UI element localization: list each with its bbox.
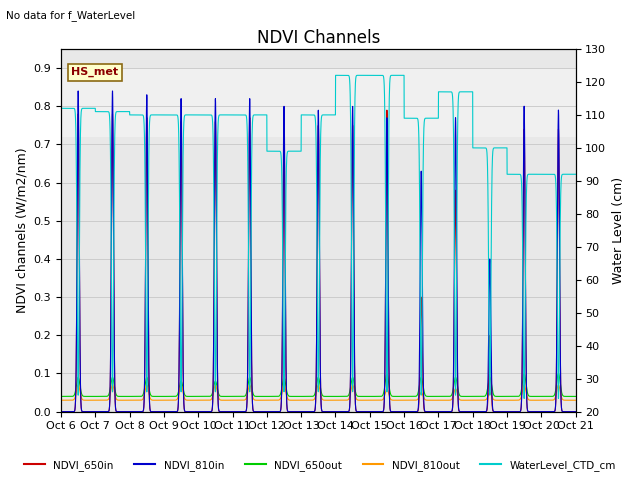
WaterLevel_CTD_cm <box>555 396 563 401</box>
NDVI_810in <box>462 409 470 415</box>
NDVI_650in <box>435 409 442 415</box>
NDVI_650in <box>572 409 579 415</box>
NDVI_810out <box>570 397 578 403</box>
NDVI_810out <box>74 382 82 388</box>
NDVI_650in <box>383 107 391 113</box>
NDVI_650out <box>162 394 170 399</box>
NDVI_810out <box>162 397 170 403</box>
Y-axis label: NDVI channels (W/m2/nm): NDVI channels (W/m2/nm) <box>15 147 28 313</box>
NDVI_650in <box>570 409 578 415</box>
NDVI_650out <box>570 394 578 399</box>
Line: NDVI_810out: NDVI_810out <box>61 385 575 400</box>
NDVI_810in <box>250 408 257 414</box>
Text: No data for f_WaterLevel: No data for f_WaterLevel <box>6 10 136 21</box>
NDVI_810in <box>74 88 82 94</box>
WaterLevel_CTD_cm <box>332 72 339 78</box>
Line: WaterLevel_CTD_cm: WaterLevel_CTD_cm <box>61 75 575 398</box>
Legend: NDVI_650in, NDVI_810in, NDVI_650out, NDVI_810out, WaterLevel_CTD_cm: NDVI_650in, NDVI_810in, NDVI_650out, NDV… <box>20 456 620 475</box>
NDVI_650in <box>250 408 257 414</box>
NDVI_650out <box>57 394 65 399</box>
NDVI_810in <box>572 409 579 415</box>
Line: NDVI_810in: NDVI_810in <box>61 91 575 412</box>
Line: NDVI_650out: NDVI_650out <box>61 373 575 396</box>
NDVI_650out <box>572 394 579 399</box>
WaterLevel_CTD_cm <box>250 112 257 118</box>
NDVI_650out <box>167 394 175 399</box>
NDVI_650in <box>389 409 397 415</box>
NDVI_650out <box>462 394 470 399</box>
WaterLevel_CTD_cm <box>570 171 578 177</box>
NDVI_810out <box>462 397 470 403</box>
NDVI_810in <box>167 409 175 415</box>
NDVI_810in <box>389 409 397 415</box>
Line: NDVI_650in: NDVI_650in <box>61 110 575 412</box>
WaterLevel_CTD_cm <box>462 89 470 95</box>
Y-axis label: Water Level (cm): Water Level (cm) <box>612 177 625 284</box>
NDVI_810in <box>570 409 578 415</box>
NDVI_810out <box>250 396 257 402</box>
NDVI_650in <box>162 409 170 415</box>
NDVI_810out <box>57 397 65 403</box>
WaterLevel_CTD_cm <box>389 72 397 78</box>
NDVI_810out <box>389 397 397 403</box>
NDVI_650in <box>462 409 470 415</box>
NDVI_810in <box>57 409 65 415</box>
NDVI_650in <box>57 409 65 415</box>
NDVI_810out <box>572 397 579 403</box>
Title: NDVI Channels: NDVI Channels <box>257 29 380 48</box>
NDVI_810out <box>167 397 175 403</box>
NDVI_810in <box>162 409 170 415</box>
Bar <box>61 68 575 137</box>
NDVI_650out <box>555 371 563 376</box>
NDVI_650out <box>250 392 257 398</box>
WaterLevel_CTD_cm <box>572 171 579 177</box>
NDVI_810in <box>503 409 511 415</box>
NDVI_650out <box>389 394 397 399</box>
NDVI_650in <box>167 409 175 415</box>
WaterLevel_CTD_cm <box>167 112 175 118</box>
Text: HS_met: HS_met <box>71 67 118 77</box>
WaterLevel_CTD_cm <box>162 112 170 118</box>
WaterLevel_CTD_cm <box>57 106 65 111</box>
